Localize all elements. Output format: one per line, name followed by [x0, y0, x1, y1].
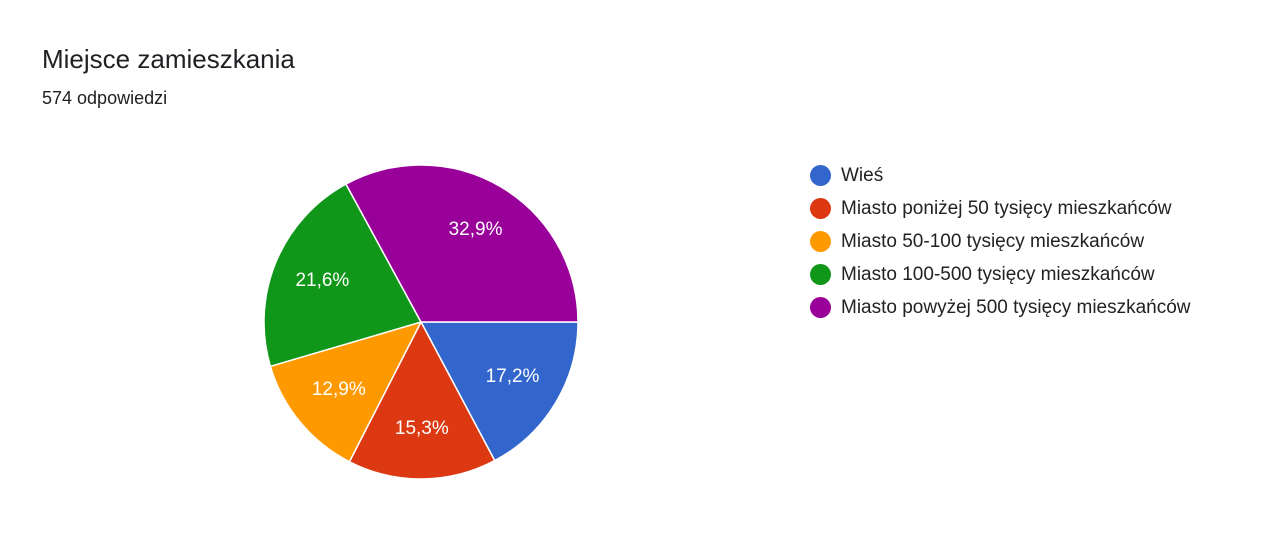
- legend: Wieś Miasto poniżej 50 tysięcy mieszkańcó…: [808, 163, 1208, 328]
- legend-label: Wieś: [841, 165, 884, 186]
- legend-item: Miasto poniżej 50 tysięcy mieszkańców: [808, 196, 1208, 222]
- legend-item: Wieś: [808, 163, 1208, 189]
- legend-label: Miasto poniżej 50 tysięcy mieszkańców: [841, 198, 1172, 219]
- pie-slice: [344, 164, 579, 323]
- legend-label: Miasto 50-100 tysięcy mieszkańców: [841, 231, 1145, 252]
- data-label: 17,2%: [486, 366, 540, 387]
- legend-marker: [810, 297, 831, 318]
- data-label: 12,9%: [312, 379, 366, 400]
- pie-slice: [263, 183, 423, 368]
- pie-slice: [269, 320, 423, 463]
- data-label: 15,3%: [395, 418, 449, 439]
- legend-item: Miasto 50-100 tysięcy mieszkańców: [808, 229, 1208, 255]
- data-label: 32,9%: [449, 219, 503, 240]
- chart: 17,2% 15,3% 12,9% 21,6% 32,9%: [263, 164, 579, 480]
- legend-item: Miasto 100-500 tysięcy mieszkańców: [808, 262, 1208, 288]
- pie-slice: [419, 321, 579, 462]
- legend-marker: [810, 165, 831, 186]
- chart-subtitle: 574 odpowiedzi: [42, 88, 168, 108]
- legend-label: Miasto 100-500 tysięcy mieszkańców: [841, 264, 1155, 285]
- pie-slice: [348, 320, 496, 480]
- chart-title: Miejsce zamieszkania: [42, 44, 295, 74]
- legend-marker: [810, 264, 831, 285]
- legend-marker: [810, 231, 831, 252]
- data-label: 21,6%: [295, 270, 349, 291]
- legend-marker: [810, 198, 831, 219]
- legend-label: Miasto powyżej 500 tysięcy mieszkańców: [841, 297, 1191, 318]
- legend-item: Miasto powyżej 500 tysięcy mieszkańców: [808, 295, 1208, 321]
